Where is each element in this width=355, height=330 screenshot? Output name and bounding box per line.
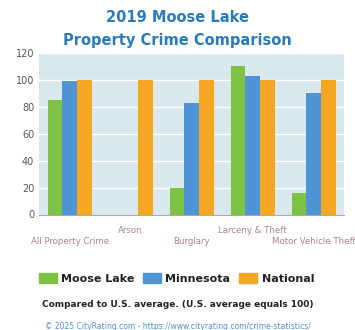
Bar	[77, 80, 92, 214]
Bar	[48, 100, 62, 214]
Bar	[321, 80, 336, 214]
Text: Compared to U.S. average. (U.S. average equals 100): Compared to U.S. average. (U.S. average …	[42, 300, 313, 309]
Text: Larceny & Theft: Larceny & Theft	[218, 226, 287, 235]
Text: 2019 Moose Lake: 2019 Moose Lake	[106, 10, 249, 25]
Bar	[170, 187, 184, 214]
Bar	[231, 66, 245, 214]
Bar	[260, 80, 275, 214]
Bar	[306, 93, 321, 214]
Text: Arson: Arson	[118, 226, 143, 235]
Bar	[245, 76, 260, 214]
Text: Property Crime Comparison: Property Crime Comparison	[63, 33, 292, 48]
Bar	[138, 80, 153, 214]
Text: Burglary: Burglary	[173, 237, 210, 246]
Text: All Property Crime: All Property Crime	[31, 237, 109, 246]
Bar	[292, 193, 306, 214]
Legend: Moose Lake, Minnesota, National: Moose Lake, Minnesota, National	[34, 269, 318, 288]
Bar	[62, 81, 77, 214]
Bar	[199, 80, 214, 214]
Text: © 2025 CityRating.com - https://www.cityrating.com/crime-statistics/: © 2025 CityRating.com - https://www.city…	[45, 322, 310, 330]
Text: Motor Vehicle Theft: Motor Vehicle Theft	[272, 237, 355, 246]
Bar	[184, 103, 199, 214]
